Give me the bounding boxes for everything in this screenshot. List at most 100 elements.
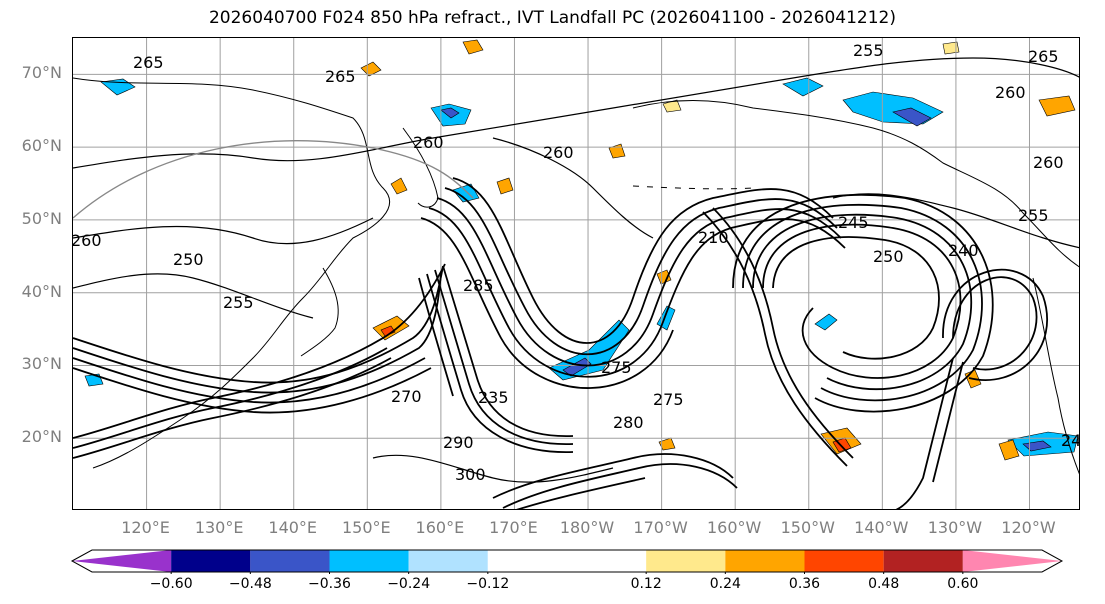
positive-anomaly-patch: [496, 177, 514, 195]
longitude-label: 130°W: [927, 518, 983, 537]
contour-label: 260: [995, 83, 1026, 102]
colorbar-segment: [725, 550, 805, 572]
longitude-label: 170°E: [489, 518, 538, 537]
contour-line: [492, 137, 654, 239]
contour-line: [436, 197, 842, 367]
contour-line: [942, 268, 1049, 381]
contour-labels: 255 265 265 265 260 260 255 260 260 245 …: [73, 41, 1080, 484]
colorbar-segments: [70, 549, 1064, 574]
great-circle-arc: [73, 140, 474, 219]
contour-label: 265: [133, 53, 164, 72]
positive-anomaly-patch: [1038, 95, 1076, 117]
contour-line: [502, 463, 738, 509]
longitude-label: 150°W: [780, 518, 835, 537]
coastline-aleutians: [632, 185, 754, 190]
contour-label: 300: [455, 465, 486, 484]
positive-anomaly-patch: [360, 61, 382, 77]
contour-line: [895, 357, 954, 509]
colorbar-segment: [646, 550, 726, 572]
contour-label: 255: [853, 41, 884, 60]
colorbar-segment: [72, 550, 172, 572]
positive-anomaly-patch: [390, 177, 408, 195]
positive-anomaly-patch: [942, 41, 960, 55]
contour-label: 275: [653, 390, 684, 409]
contour-line: [73, 263, 446, 439]
negative-anomaly-patch: [782, 77, 824, 97]
colorbar-tick-label: 0.24: [709, 576, 741, 592]
positive-anomaly-patch: [656, 269, 672, 285]
positive-anomaly-patch: [998, 439, 1020, 461]
negative-anomaly-patch: [892, 107, 932, 127]
contour-label: 290: [443, 433, 474, 452]
colorbar-tick-label: −0.24: [387, 576, 431, 592]
contour-line: [73, 357, 392, 459]
longitude-label: 140°E: [268, 518, 318, 537]
colorbar-segment: [804, 550, 884, 572]
contour-line: [73, 57, 1079, 169]
contour-label: 260: [543, 143, 574, 162]
contour-line: [73, 271, 442, 394]
contour-line: [452, 177, 834, 344]
contour-label: 210: [698, 228, 729, 247]
contour-line: [444, 187, 838, 355]
contour-label: 260: [1033, 153, 1064, 172]
contour-line: [492, 453, 734, 499]
coastline-north-america: [1032, 277, 1079, 475]
contour-line: [428, 207, 846, 378]
contour-line: [702, 211, 848, 467]
contour-line: [712, 207, 854, 459]
negative-anomaly-patch: [1022, 440, 1052, 452]
colorbar-tick-label: 0.36: [788, 576, 821, 592]
colorbar: [70, 549, 1064, 574]
latitude-label: 40°N: [21, 281, 62, 301]
colorbar-tick-label: 0.12: [630, 576, 662, 592]
latitude-label: 30°N: [21, 354, 62, 374]
contour-label: 270: [391, 387, 422, 406]
map-plot: 255 265 265 265 260 260 255 260 260 245 …: [73, 38, 1080, 509]
negative-anomaly-patch: [656, 305, 676, 331]
colorbar-tick-label: −0.48: [228, 576, 272, 592]
refractivity-contours: [73, 57, 1079, 509]
colorbar-segment: [250, 550, 330, 572]
contour-label: 245: [838, 213, 869, 232]
contour-label: 240: [948, 241, 979, 260]
contour-line: [418, 277, 454, 397]
positive-anomaly-patch: [608, 143, 626, 159]
contour-line: [434, 269, 574, 445]
contour-line: [73, 265, 444, 384]
colorbar-segment: [962, 550, 1062, 572]
longitude-label: 160°W: [707, 518, 762, 537]
positive-anomaly-patch: [462, 39, 484, 55]
negative-anomaly-patch: [440, 107, 460, 119]
contour-label: 265: [325, 67, 356, 86]
refractivity-shading: [84, 39, 1079, 461]
contour-label: 250: [873, 247, 904, 266]
colorbar-segment: [171, 550, 251, 572]
negative-anomaly-patch: [814, 313, 838, 331]
colorbar-segment: [408, 550, 488, 572]
positive-anomaly-patch: [380, 325, 396, 337]
colorbar-segment: [487, 550, 647, 572]
colorbar-tick-label: −0.60: [149, 576, 193, 592]
contour-line: [832, 193, 1079, 249]
colorbar-tick-label: 0.60: [947, 576, 979, 592]
contour-label: 255: [223, 293, 254, 312]
longitude-label: 180°W: [559, 518, 615, 537]
contour-label: 245: [1061, 431, 1080, 450]
longitude-label: 130°E: [194, 518, 244, 537]
contour-line: [73, 273, 314, 319]
contour-line: [426, 273, 574, 453]
longitude-label: 160°E: [415, 518, 465, 537]
contour-label: 250: [173, 250, 204, 269]
longitude-label: 120°W: [1001, 518, 1056, 537]
coastline-japan: [300, 267, 339, 357]
contour-line: [772, 236, 940, 360]
colorbar-segment: [329, 550, 409, 572]
contour-label: 260: [73, 231, 102, 250]
colorbar-tick-label: −0.12: [466, 576, 510, 592]
contour-line: [762, 223, 962, 379]
contour-line: [420, 217, 674, 389]
latitude-label: 50°N: [21, 208, 62, 228]
longitude-label: 150°E: [341, 518, 391, 537]
contour-line: [516, 477, 646, 509]
